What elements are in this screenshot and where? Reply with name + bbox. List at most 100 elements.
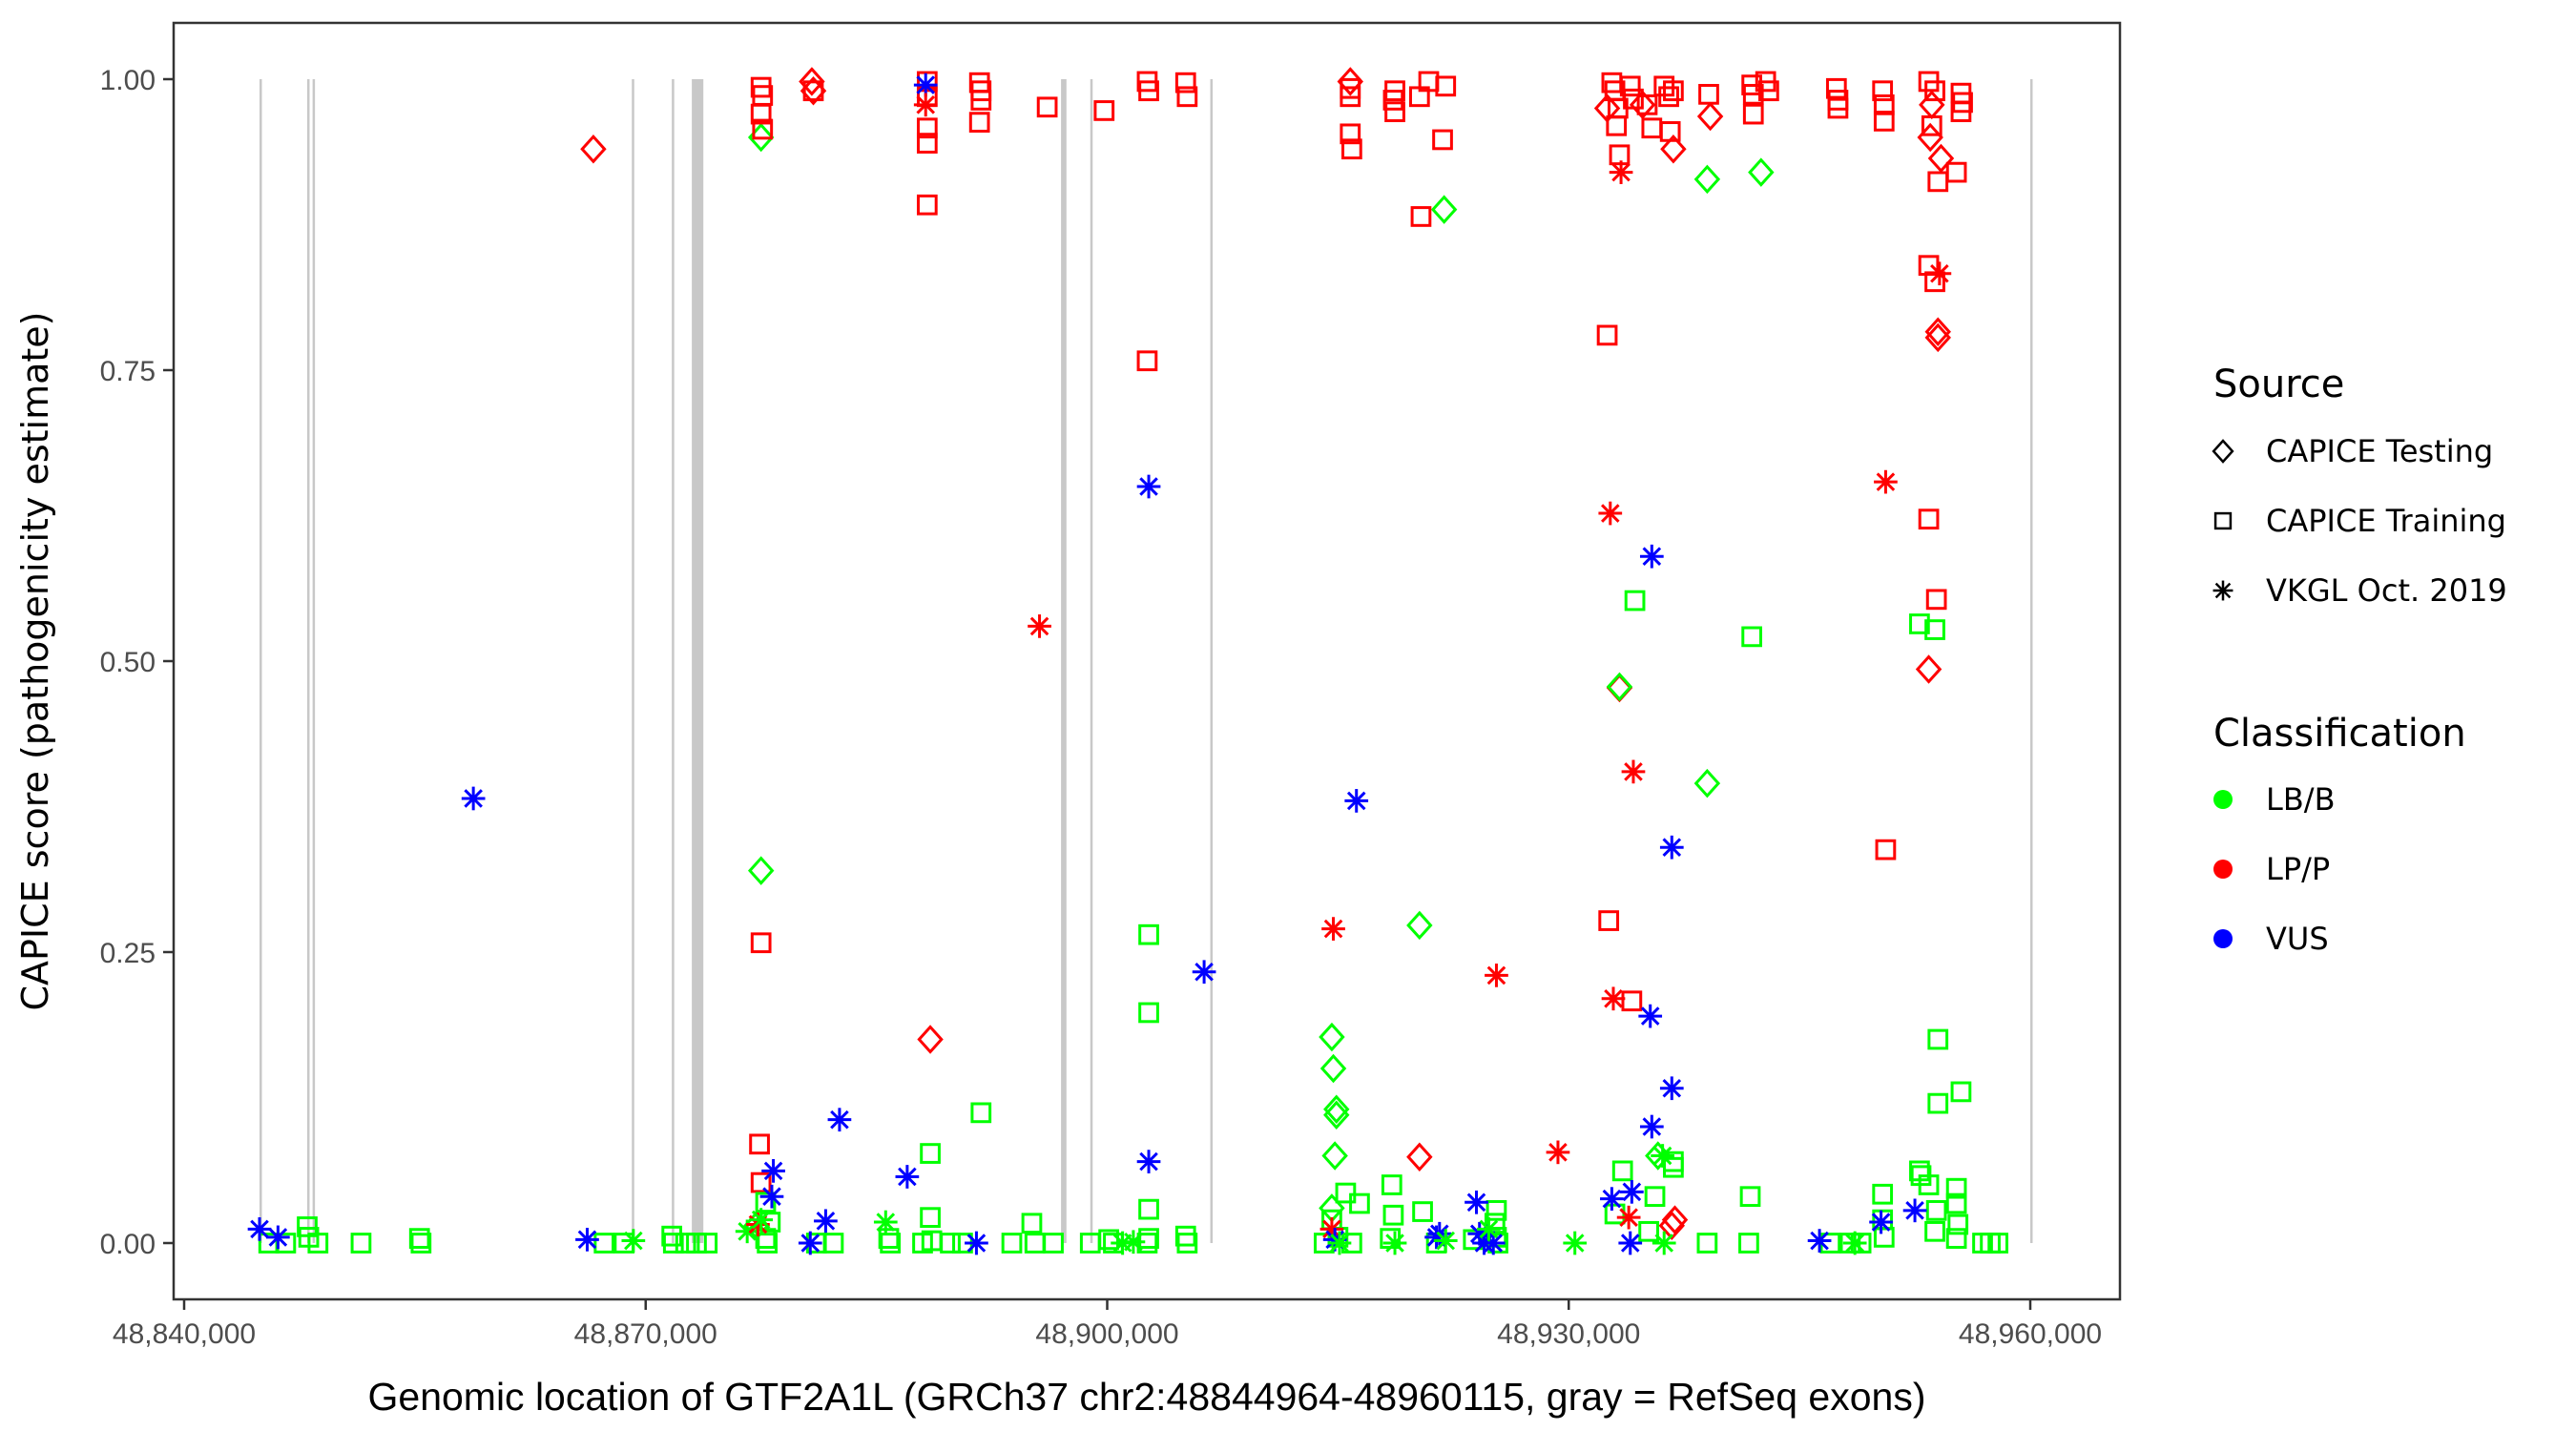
data-point <box>1927 261 1952 286</box>
asterisk-stroke <box>1486 965 1506 985</box>
data-point <box>1660 134 1687 164</box>
data-point <box>1827 97 1849 119</box>
marker-asterisk <box>1618 1231 1643 1255</box>
marker-square <box>970 1102 992 1124</box>
asterisk-stroke <box>1652 1146 1672 1166</box>
data-point <box>800 75 827 106</box>
data-point <box>1661 1205 1689 1234</box>
asterisk-stroke <box>1479 1219 1499 1239</box>
marker-asterisk <box>1382 1231 1407 1255</box>
marker-square <box>1598 910 1620 931</box>
exon-band <box>1090 79 1093 1243</box>
asterisk-stroke <box>624 1231 643 1251</box>
data-point <box>1174 72 1196 93</box>
data-point <box>798 1231 822 1255</box>
data-point <box>1433 1229 1458 1253</box>
marker-diamond <box>747 856 775 885</box>
marker-square <box>920 1143 941 1164</box>
data-point <box>1945 1177 1967 1199</box>
marker-square <box>968 112 990 133</box>
data-point <box>1629 90 1656 120</box>
data-point <box>1693 164 1721 195</box>
data-point <box>350 1233 372 1254</box>
marker-asterisk <box>913 93 938 117</box>
y-axis: 0.00 0.25 0.50 0.75 1.00 <box>100 65 174 1260</box>
marker-square <box>1136 350 1158 372</box>
data-point <box>1873 1227 1895 1248</box>
marker-square <box>940 1233 961 1254</box>
data-point <box>1138 1198 1159 1220</box>
x-tick-label: 48,900,000 <box>1035 1318 1178 1350</box>
data-point <box>1738 1233 1759 1254</box>
asterisk-stroke <box>916 75 936 94</box>
data-point <box>1873 93 1895 115</box>
legend-label: VUS <box>2266 921 2329 957</box>
data-point <box>1600 1187 1624 1211</box>
marker-square <box>1609 144 1631 166</box>
data-point <box>916 71 938 93</box>
marker-square <box>1043 1233 1064 1254</box>
marker-asterisk <box>761 1159 785 1183</box>
data-point <box>1465 1190 1488 1214</box>
marker-asterisk <box>1136 1150 1161 1173</box>
marker-square <box>1093 100 1115 121</box>
data-point <box>1138 1228 1159 1249</box>
asterisk-stroke <box>464 789 483 808</box>
asterisk-stroke <box>1436 1231 1456 1251</box>
marker-square <box>878 1228 900 1249</box>
data-point <box>1036 96 1058 118</box>
asterisk-stroke <box>1385 1234 1404 1253</box>
asterisk-stroke <box>1139 1151 1158 1172</box>
data-point <box>940 1233 961 1254</box>
data-point <box>968 112 990 133</box>
data-point <box>873 1210 898 1234</box>
y-tick-label: 0.25 <box>100 938 156 969</box>
marker-square <box>1174 1225 1196 1247</box>
marker-square <box>1909 613 1930 634</box>
marker-asterisk <box>895 1165 920 1189</box>
asterisk-stroke <box>577 1230 597 1250</box>
marker-diamond <box>1661 1205 1689 1234</box>
data-point <box>1136 474 1161 499</box>
marker-diamond <box>1924 317 1951 346</box>
asterisk-stroke <box>1642 1117 1662 1136</box>
asterisk-stroke <box>1654 1234 1674 1253</box>
data-point <box>1321 917 1345 941</box>
data-point <box>1872 80 1894 102</box>
legend-label: LB/B <box>2266 781 2336 818</box>
marker-square <box>1484 1213 1506 1234</box>
data-point <box>1138 923 1159 945</box>
data-point <box>1136 350 1158 372</box>
asterisk-stroke <box>1640 1006 1660 1026</box>
data-point <box>1621 990 1643 1012</box>
marker-diamond <box>1337 67 1363 96</box>
marker-asterisk <box>1136 474 1161 499</box>
series-vkgl-oct-2019 <box>247 73 1952 1255</box>
marker-square <box>1924 1220 1945 1242</box>
data-point <box>1638 1220 1659 1242</box>
data-point <box>1825 77 1847 99</box>
marker-square <box>1138 1228 1159 1249</box>
marker-square <box>297 1216 318 1237</box>
marker-square <box>1644 1186 1666 1208</box>
marker-square <box>1381 1174 1402 1195</box>
data-point <box>1924 317 1951 346</box>
data-point <box>1611 1160 1633 1182</box>
data-point <box>461 786 486 811</box>
marker-square <box>1873 1227 1895 1248</box>
data-point <box>920 1143 941 1164</box>
asterisk-stroke <box>1624 762 1643 781</box>
marker-square <box>752 118 774 140</box>
marker-asterisk <box>1601 986 1626 1011</box>
asterisk-stroke <box>1600 504 1620 523</box>
data-point <box>1663 80 1684 102</box>
marker-square <box>1921 114 1942 136</box>
marker-square <box>1945 161 1967 183</box>
data-point <box>1742 84 1764 105</box>
data-point <box>1609 144 1631 166</box>
marker-square <box>1924 80 1945 102</box>
marker-asterisk <box>1598 501 1623 526</box>
asterisk-stroke <box>830 1110 849 1130</box>
marker-asterisk <box>1192 960 1216 985</box>
